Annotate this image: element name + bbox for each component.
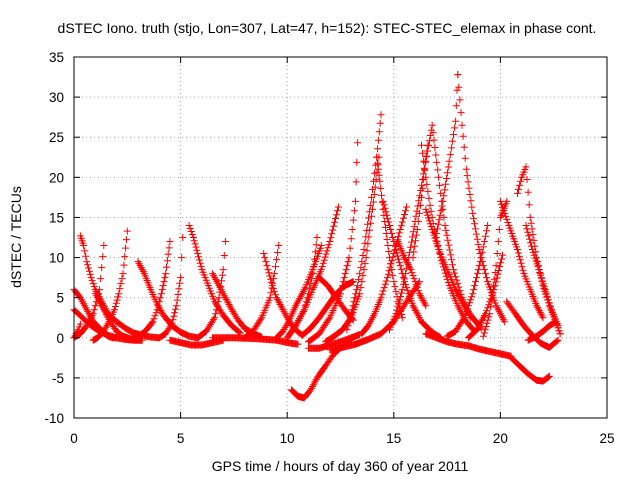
pass-38 bbox=[432, 71, 462, 237]
pass-27 bbox=[343, 111, 385, 334]
pass-markers bbox=[464, 251, 506, 342]
grid-lines bbox=[74, 57, 607, 418]
pass-23 bbox=[305, 331, 364, 352]
y-tick-label: 35 bbox=[49, 50, 64, 65]
x-axis-label: GPS time / hours of day 360 of year 2011 bbox=[212, 458, 469, 474]
pass-11 bbox=[155, 234, 187, 342]
pass-markers bbox=[422, 330, 515, 360]
x-tick-labels: 0 5 10 15 20 25 bbox=[70, 431, 614, 446]
y-tick-label: -5 bbox=[52, 371, 64, 386]
pass-markers bbox=[305, 331, 364, 352]
pass-28 bbox=[358, 203, 411, 338]
pass-markers bbox=[166, 336, 227, 349]
pass-48 bbox=[524, 318, 564, 344]
pass-markers bbox=[155, 234, 187, 342]
pass-12 bbox=[166, 336, 227, 349]
pass-17 bbox=[209, 334, 302, 348]
chart-title: dSTEC Iono. truth (stjo, Lon=307, Lat=47… bbox=[58, 20, 597, 36]
data-markers bbox=[70, 71, 564, 402]
y-tick-label: 5 bbox=[56, 291, 64, 306]
pass-markers bbox=[130, 238, 174, 342]
pass-markers bbox=[209, 334, 302, 348]
pass-markers bbox=[443, 222, 492, 340]
y-tick-label: 25 bbox=[49, 130, 64, 145]
pass-41 bbox=[464, 251, 506, 342]
pass-markers bbox=[432, 71, 462, 237]
y-tick-label: 20 bbox=[49, 170, 64, 185]
plot-frame bbox=[73, 56, 608, 419]
pass-33 bbox=[394, 238, 430, 310]
y-axis-label: dSTEC / TECUs bbox=[8, 186, 24, 288]
pass-20 bbox=[283, 203, 342, 342]
x-tick-label: 15 bbox=[386, 431, 401, 446]
y-tick-label: 0 bbox=[56, 331, 64, 346]
y-tick-labels: -10 -5 0 5 10 15 20 25 30 35 bbox=[44, 50, 64, 426]
pass-46 bbox=[507, 354, 553, 385]
y-tick-label: 30 bbox=[49, 90, 64, 105]
pass-40 bbox=[443, 222, 492, 340]
x-tick-label: 5 bbox=[177, 431, 185, 446]
x-tick-label: 0 bbox=[70, 431, 78, 446]
y-tick-label: 10 bbox=[49, 251, 64, 266]
pass-18 bbox=[273, 242, 325, 342]
pass-markers bbox=[496, 197, 547, 322]
pass-markers bbox=[283, 203, 342, 342]
y-tick-label: 15 bbox=[49, 210, 64, 225]
pass-markers bbox=[422, 205, 485, 332]
pass-markers bbox=[394, 238, 430, 310]
x-tick-label: 20 bbox=[493, 431, 508, 446]
pass-markers bbox=[358, 203, 411, 338]
x-tick-label: 25 bbox=[599, 431, 614, 446]
x-tick-label: 10 bbox=[280, 431, 295, 446]
pass-43 bbox=[496, 197, 547, 322]
y-tick-label: -10 bbox=[44, 411, 64, 426]
pass-markers bbox=[273, 242, 325, 342]
pass-9 bbox=[130, 238, 174, 342]
pass-37 bbox=[422, 330, 515, 360]
pass-markers bbox=[524, 318, 564, 344]
tick-marks bbox=[73, 56, 608, 419]
pass-36 bbox=[422, 205, 485, 332]
pass-markers bbox=[343, 111, 385, 334]
pass-markers bbox=[507, 354, 553, 385]
